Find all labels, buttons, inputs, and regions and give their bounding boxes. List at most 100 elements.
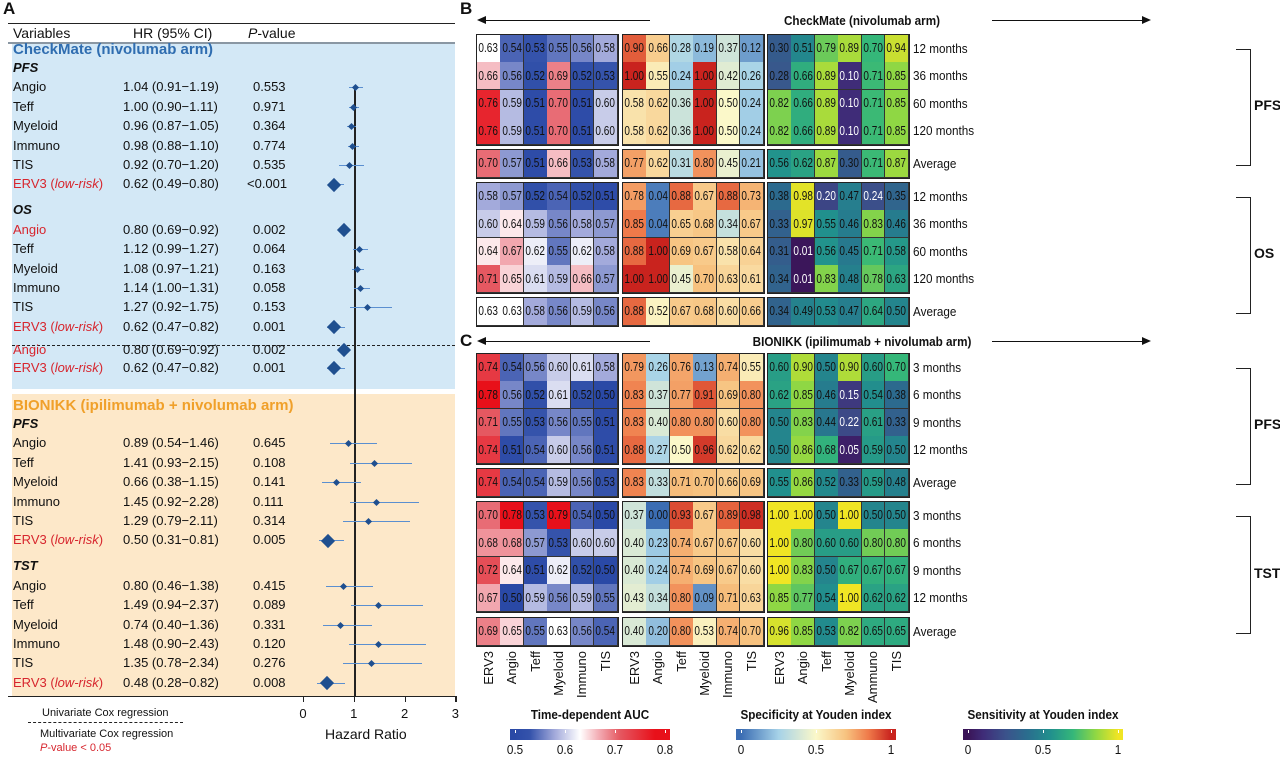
heatmap-cell: 0.78: [861, 265, 886, 294]
heatmap-block-spec: [622, 353, 765, 466]
heatmap-cell: 0.71: [477, 408, 501, 437]
heatmap-cell: 0.63: [547, 618, 572, 646]
heatmap-cell: 0.67: [693, 183, 718, 211]
cell-value: 0.53: [694, 624, 715, 639]
heatmap-cell: 0.56: [547, 584, 572, 613]
heatmap-cell: 0.70: [547, 89, 572, 118]
cell-value: 0.85: [886, 68, 907, 83]
p-value: 0.163: [253, 260, 286, 276]
heatmap-cell: 0.24: [669, 62, 694, 91]
heatmap-cell: 0.52: [570, 381, 595, 410]
heatmap-cell: 0.83: [791, 408, 816, 437]
cell-value: 0.21: [741, 156, 762, 171]
heatmap-cell: 0.90: [791, 354, 816, 382]
cell-value: 0.46: [839, 216, 860, 231]
cell-value: 0.59: [572, 590, 592, 605]
cell-value: 0.62: [886, 590, 907, 605]
heatmap-cell: 0.52: [814, 469, 839, 497]
heatmap-cell: 0.53: [594, 469, 618, 497]
cell-value: 0.80: [694, 156, 715, 171]
cell-value: 0.85: [793, 387, 813, 402]
cell-value: 0.51: [525, 96, 545, 111]
heatmap-cell: 0.59: [570, 298, 595, 326]
heatmap-cell: 0.76: [477, 89, 501, 118]
heatmap-cell: 0.60: [547, 354, 572, 382]
cell-value: 0.59: [572, 304, 592, 319]
hr-ci-text: 1.49 (0.94−2.37): [123, 597, 219, 613]
cell-value: 0.46: [816, 387, 836, 402]
cell-value: 0.71: [863, 244, 883, 259]
heatmap-cell: 0.70: [693, 469, 718, 497]
header-variables: Variables: [13, 25, 71, 41]
heatmap-column-label: Ammuno: [865, 651, 881, 704]
heatmap-block-auc-average: [476, 468, 619, 498]
heatmap-cell: 0.46: [838, 210, 863, 239]
heatmap-cell: 1.00: [623, 62, 647, 91]
cell-value: 0.01: [793, 244, 813, 259]
cell-value: 0.58: [525, 304, 545, 319]
cell-value: 0.64: [741, 244, 762, 259]
cell-value: 0.60: [718, 415, 738, 430]
heatmap-cell: 0.54: [523, 469, 548, 497]
heatmap-cell: 0.70: [740, 618, 764, 646]
heatmap-cell: 0.62: [570, 237, 595, 266]
hr-ci-text: 1.45 (0.92−2.28): [123, 493, 219, 509]
cell-value: 0.63: [478, 41, 499, 56]
forest-row-label: TIS: [13, 655, 33, 671]
cell-value: 0.60: [595, 96, 616, 111]
cell-value: 0.76: [671, 360, 691, 375]
endpoint-label: OS: [13, 202, 32, 218]
variable-name: Immuno: [13, 280, 60, 295]
heatmap-cell: 0.12: [740, 35, 764, 63]
variable-name: ERV3: [13, 532, 47, 548]
heatmap-row-label: 36 months: [913, 68, 968, 84]
cell-value: 0.52: [525, 68, 545, 83]
cell-value: 0.33: [648, 475, 668, 490]
heatmap-cell: 0.52: [570, 62, 595, 91]
cell-value: 0.53: [572, 156, 592, 171]
cell-value: 1.00: [624, 68, 645, 83]
cell-value: 1.00: [839, 508, 860, 523]
heatmap-cell: 0.80: [791, 529, 816, 558]
heatmap-cell: 0.52: [523, 381, 548, 410]
cell-value: 0.56: [548, 590, 569, 605]
heatmap-cell: 0.15: [838, 381, 863, 410]
forest-row-label: Teff: [13, 597, 34, 613]
heatmap-cell: 1.00: [693, 62, 718, 91]
heatmap-cell: 0.62: [646, 89, 671, 118]
cell-value: 0.63: [886, 271, 907, 286]
endpoint-label: PFS: [13, 60, 39, 75]
heatmap-row-label: 6 months: [913, 387, 962, 403]
hr-ci-text: 1.27 (0.92−1.75): [123, 299, 219, 315]
heatmap-row-label: 3 months: [913, 508, 962, 523]
cell-value: 0.56: [572, 442, 592, 457]
heatmap-block-spec-average: [622, 617, 765, 647]
colorbar-tick-label: 0: [964, 742, 972, 757]
cell-value: 0.60: [548, 442, 569, 457]
heatmap-cell: 0.04: [646, 183, 671, 211]
endpoint-label: PFS: [13, 416, 39, 431]
cell-value: 0.54: [525, 475, 545, 490]
heatmap-cell: 0.70: [477, 150, 501, 178]
cell-value: 0.65: [502, 271, 522, 286]
cell-value: 0.85: [769, 590, 790, 605]
heatmap-cell: 0.26: [646, 354, 671, 382]
hr-ci-text: 0.62 (0.47−0.82): [123, 318, 219, 334]
heatmap-block-sens: [767, 182, 910, 295]
variable-name: Immuno: [13, 137, 60, 153]
cell-value: 0.65: [671, 216, 691, 231]
p-value: 0.971: [253, 98, 286, 114]
heatmap-row-label: Average: [913, 475, 957, 490]
heatmap-cell: 0.52: [523, 183, 548, 211]
heatmap-title: CheckMate (nivolumab arm): [783, 13, 941, 28]
cell-value: 0.90: [839, 360, 860, 375]
variable-name: TIS: [13, 157, 34, 172]
heatmap-cell: 0.53: [814, 298, 839, 326]
heatmap-cell: 0.53: [814, 618, 839, 646]
variable-name: Immuno: [13, 636, 60, 651]
forest-row-label: Angio: [13, 435, 46, 451]
heatmap-cell: 0.54: [570, 502, 595, 530]
header-rule: [8, 42, 455, 44]
heatmap-cell: 0.55: [768, 469, 792, 497]
heatmap-cell: 0.60: [547, 436, 572, 465]
